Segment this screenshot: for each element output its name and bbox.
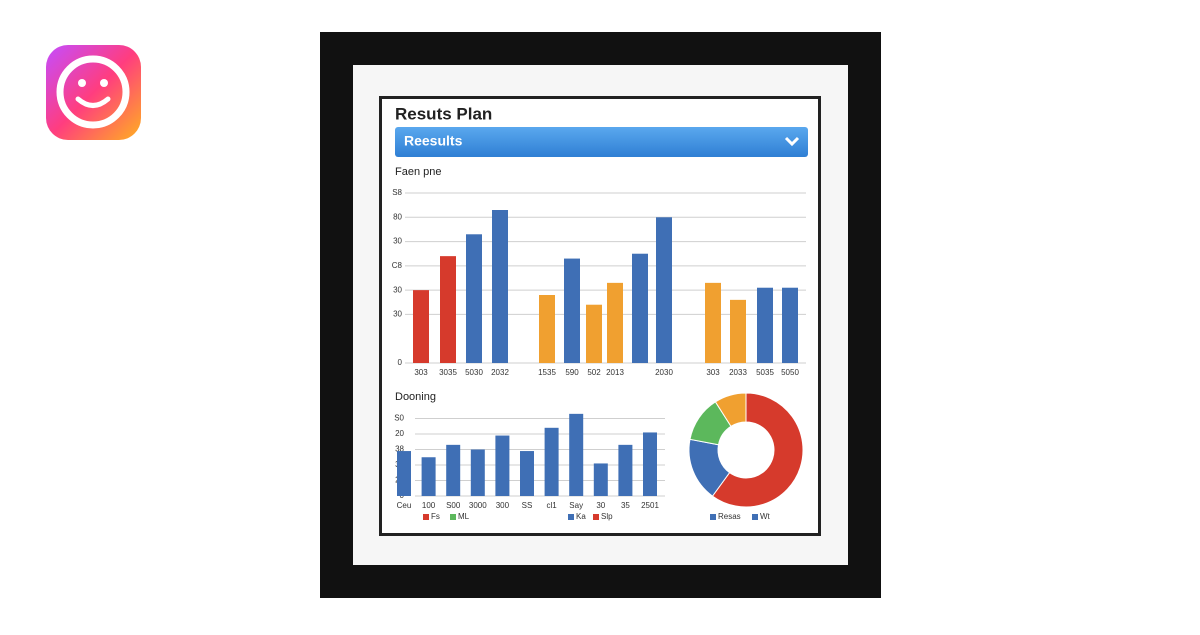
legend-label: Slp — [601, 512, 613, 521]
dropdown-label: Reesults — [404, 133, 463, 149]
legend-swatch — [710, 514, 716, 520]
bar — [440, 256, 456, 363]
y-tick-label: S0 — [394, 414, 404, 423]
bar — [397, 451, 411, 496]
bar — [421, 457, 436, 496]
bar — [413, 290, 429, 363]
bar — [757, 287, 773, 363]
x-tick-label: 303 — [414, 368, 428, 377]
x-tick-label: 3000 — [469, 501, 487, 510]
chart-title: Faen pne — [395, 166, 441, 178]
y-tick-label: S8 — [392, 188, 402, 197]
y-tick-label: 30 — [393, 310, 402, 319]
legend-label: Resas — [718, 512, 741, 521]
bar — [730, 299, 746, 363]
bar — [544, 427, 559, 496]
legend-label: Fs — [431, 512, 440, 521]
x-tick-label: S00 — [446, 501, 461, 510]
y-tick-label: 80 — [393, 212, 402, 221]
legend-label: Ka — [576, 512, 586, 521]
bar — [593, 463, 608, 496]
y-tick-label: 30 — [393, 237, 402, 246]
x-tick-label: 1535 — [538, 368, 556, 377]
bar — [656, 217, 672, 363]
x-tick-label: 2030 — [655, 368, 673, 377]
x-tick-label: 5030 — [465, 368, 483, 377]
x-tick-label: SS — [522, 501, 533, 510]
legend-swatch — [450, 514, 456, 520]
bar — [446, 444, 461, 496]
y-tick-label: C8 — [392, 261, 403, 270]
title: Resuts Plan — [395, 104, 492, 123]
y-tick-label: 20 — [395, 429, 404, 438]
legend-swatch — [568, 514, 574, 520]
bar — [607, 282, 623, 363]
bar — [618, 444, 633, 496]
x-tick-label: Ceu — [397, 501, 412, 510]
y-tick-label: 30 — [393, 285, 402, 294]
legend-swatch — [423, 514, 429, 520]
x-tick-label: Say — [569, 501, 583, 510]
x-tick-label: cl1 — [546, 501, 557, 510]
bar — [492, 210, 508, 363]
bar — [466, 234, 482, 363]
pie-slice — [711, 392, 804, 508]
bar — [470, 449, 485, 496]
x-tick-label: 30 — [596, 501, 605, 510]
x-tick-label: 502 — [587, 368, 601, 377]
x-tick-label: 3035 — [439, 368, 457, 377]
bar — [539, 295, 555, 363]
x-tick-label: 590 — [565, 368, 579, 377]
app-icon — [46, 45, 141, 140]
x-tick-label: 100 — [422, 501, 436, 510]
legend-swatch — [752, 514, 758, 520]
y-tick-label: 0 — [398, 358, 403, 367]
bar — [564, 258, 580, 363]
bar — [705, 282, 721, 363]
x-tick-label: 2032 — [491, 368, 509, 377]
legend-swatch — [593, 514, 599, 520]
bar — [782, 287, 798, 363]
y-tick-label: 38 — [395, 445, 404, 454]
x-tick-label: 5050 — [781, 368, 799, 377]
x-tick-label: 303 — [706, 368, 720, 377]
x-tick-label: 2033 — [729, 368, 747, 377]
bar — [586, 304, 602, 363]
x-tick-label: 35 — [621, 501, 630, 510]
x-tick-label: 300 — [496, 501, 510, 510]
bar — [643, 432, 657, 496]
bar — [495, 435, 510, 496]
x-tick-label: 2501 — [641, 501, 659, 510]
legend-label: Wt — [760, 512, 771, 521]
pie-slice — [714, 392, 747, 428]
bar — [520, 451, 534, 496]
chart-title: Dooning — [395, 391, 436, 403]
legend-label: ML — [458, 512, 470, 521]
dropdown[interactable] — [395, 127, 808, 157]
x-tick-label: 5035 — [756, 368, 774, 377]
x-tick-label: 2013 — [606, 368, 624, 377]
bar — [569, 413, 584, 496]
chevron — [784, 136, 800, 147]
bar — [632, 253, 648, 363]
